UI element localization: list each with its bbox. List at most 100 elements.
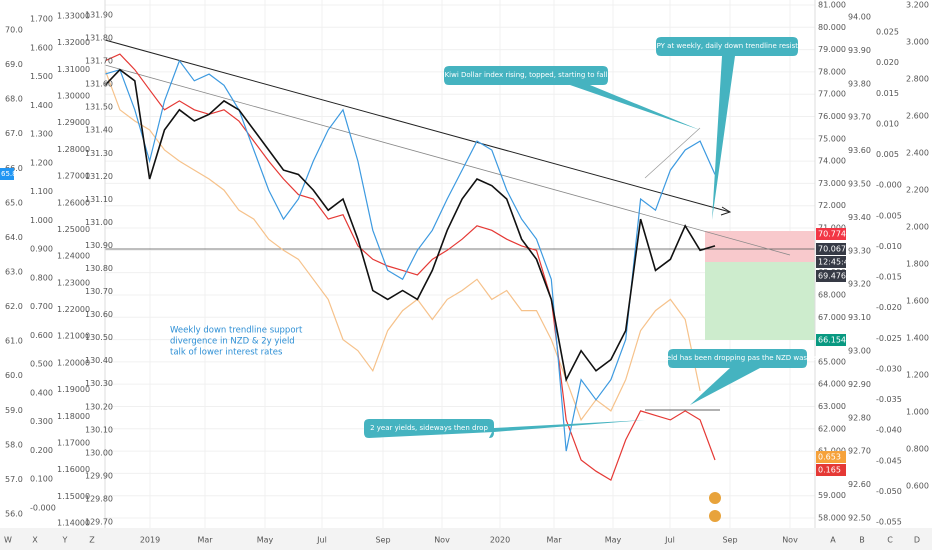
y-tick-label: 2.000 — [906, 223, 929, 232]
series-line — [104, 59, 716, 452]
price-tag-label: 70.774 — [818, 230, 846, 239]
y-tick-label: 1.24000 — [57, 252, 90, 261]
y-tick-label: 131.30 — [85, 149, 113, 158]
y-tick-label: 130.60 — [85, 310, 113, 319]
y-tick-label: 130.10 — [85, 425, 113, 434]
y-tick-label: 92.90 — [848, 380, 871, 389]
reward-zone — [705, 262, 815, 340]
price-tag — [816, 270, 846, 282]
y-tick-label: 1.30000 — [57, 92, 90, 101]
x-tick-label: Jul — [664, 536, 675, 545]
y-tick-label: 57.0 — [5, 475, 23, 484]
price-tag-label: 65.8 — [1, 170, 17, 178]
y-tick-label: 65.0 — [5, 198, 23, 207]
y-tick-label: 1.17000 — [57, 438, 90, 447]
y-tick-label: -0.055 — [876, 518, 902, 527]
y-tick-label: 60.0 — [5, 371, 23, 380]
y-tick-label: 2.800 — [906, 75, 929, 84]
y-tick-label: -0.020 — [876, 303, 902, 312]
y-tick-label: 1.20000 — [57, 358, 90, 367]
y-tick-label: 93.80 — [848, 79, 871, 88]
annotation: Kiwi Dollar index rising, topped, starti… — [445, 71, 608, 79]
y-tick-label: 63.0 — [5, 268, 23, 277]
y-tick-label: 1.16000 — [57, 465, 90, 474]
y-tick-label: -0.005 — [876, 211, 902, 220]
x-tick-label: Mar — [197, 536, 213, 545]
y-tick-label: 77.000 — [818, 90, 846, 99]
y-tick-label: 0.500 — [30, 360, 53, 369]
price-tag-label: 69.476 — [818, 272, 846, 281]
y-tick-label: 92.50 — [848, 514, 871, 523]
y-tick-label: -0.010 — [876, 242, 902, 251]
trendline — [104, 39, 731, 213]
y-tick-label: 131.70 — [85, 57, 113, 66]
x-tick-label: 2020 — [490, 536, 510, 545]
y-tick-label: 1.23000 — [57, 278, 90, 287]
y-tick-label: 63.000 — [818, 402, 846, 411]
y-tick-label: 0.005 — [876, 150, 899, 159]
y-tick-label: -0.000 — [876, 181, 902, 190]
y-tick-label: 1.500 — [30, 72, 53, 81]
y-tick-label: 129.90 — [85, 471, 113, 480]
annotation: NZDJPY at weekly, daily down trendline r… — [639, 42, 815, 50]
pane-letter: X — [32, 536, 38, 545]
series-group — [104, 53, 716, 481]
trend-arrow — [720, 206, 732, 216]
x-tick-label: Mar — [546, 536, 562, 545]
event-icon[interactable] — [709, 510, 721, 522]
y-tick-label: 62.0 — [5, 302, 23, 311]
y-tick-label: 64.0 — [5, 233, 23, 242]
y-tick-label: 93.40 — [848, 213, 871, 222]
y-tick-label: 1.200 — [30, 158, 53, 167]
pane-letter: A — [830, 536, 836, 545]
y-tick-label: 131.10 — [85, 195, 113, 204]
y-tick-label: 1.600 — [906, 297, 929, 306]
y-tick-label: 64.000 — [818, 380, 846, 389]
y-tick-label: 1.700 — [30, 15, 53, 24]
y-tick-label: 0.020 — [876, 58, 899, 67]
x-tick-label: May — [257, 536, 274, 545]
y-tick-label: 93.30 — [848, 246, 871, 255]
y-tick-label: 131.90 — [85, 11, 113, 20]
y-tick-label: 131.20 — [85, 172, 113, 181]
y-tick-label: 130.80 — [85, 264, 113, 273]
y-tick-label: 1.600 — [30, 43, 53, 52]
annotation: 2 year yields, sideways then drop — [370, 424, 488, 432]
pane-letter: W — [4, 536, 12, 545]
callout — [444, 66, 700, 130]
y-tick-label: 0.600 — [906, 482, 929, 491]
y-tick-label: 1.300 — [30, 130, 53, 139]
event-icon[interactable] — [709, 492, 721, 504]
trendline — [644, 127, 701, 179]
y-tick-label: -0.025 — [876, 334, 902, 343]
callout — [656, 37, 798, 220]
y-tick-label: 93.50 — [848, 180, 871, 189]
y-tick-label: 0.015 — [876, 89, 899, 98]
price-tag — [816, 228, 846, 240]
y-tick-label: 74.000 — [818, 157, 846, 166]
y-tick-label: 130.00 — [85, 448, 113, 457]
y-tick-label: 81.000 — [818, 1, 846, 10]
y-tick-label: 0.900 — [30, 245, 53, 254]
y-tick-label: 75.000 — [818, 134, 846, 143]
y-tick-label: 131.00 — [85, 218, 113, 227]
y-tick-label: 131.80 — [85, 34, 113, 43]
annotations: Kiwi Dollar index rising, topped, starti… — [364, 37, 829, 438]
y-tick-label: 1.000 — [906, 408, 929, 417]
y-tick-label: 93.10 — [848, 313, 871, 322]
y-tick-label: 1.32000 — [57, 38, 90, 47]
y-tick-label: 2.400 — [906, 149, 929, 158]
y-tick-label: 1.15000 — [57, 492, 90, 501]
y-tick-label: 0.200 — [30, 446, 53, 455]
x-tick-label: Sep — [375, 536, 390, 545]
y-tick-label: -0.035 — [876, 395, 902, 404]
note-line: talk of lower interest rates — [170, 348, 283, 358]
y-tick-label: 130.30 — [85, 379, 113, 388]
series-line — [104, 53, 716, 481]
x-tick-label: Jul — [316, 536, 327, 545]
x-tick-label: May — [605, 536, 622, 545]
y-tick-label: 131.50 — [85, 103, 113, 112]
series-line — [104, 69, 701, 422]
note-line: divergence in NZD & 2y yield — [170, 337, 295, 347]
y-tick-label: 0.100 — [30, 475, 53, 484]
